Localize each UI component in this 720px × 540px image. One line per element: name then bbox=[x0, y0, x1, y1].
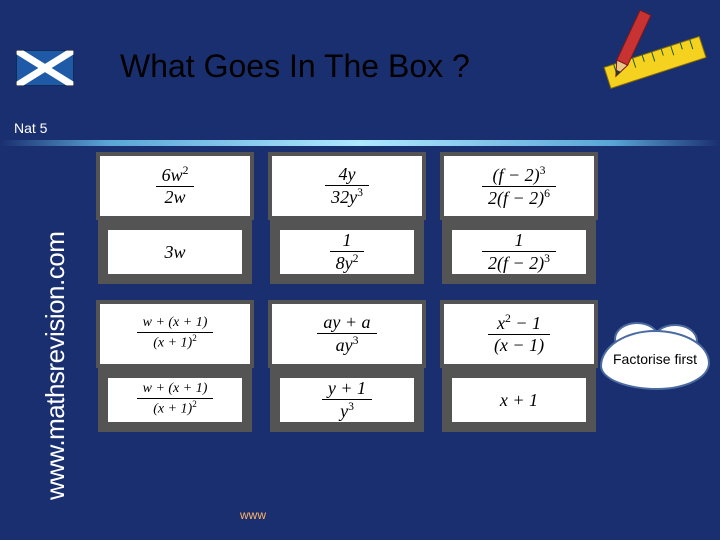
question-cell: x2 − 1(x − 1) bbox=[444, 304, 594, 364]
answer-cell: 3w bbox=[100, 222, 250, 282]
question-cell: 6w22w bbox=[100, 156, 250, 216]
answer-cell: 12(f − 2)3 bbox=[444, 222, 594, 282]
watermark-text: www bbox=[240, 508, 266, 522]
pencil-ruler-icon bbox=[590, 8, 710, 118]
hint-cloud: Factorise first bbox=[600, 330, 710, 390]
answer-cell: y + 1y3 bbox=[272, 370, 422, 430]
answer-cell: w + (x + 1)(x + 1)2 bbox=[100, 370, 250, 430]
question-cell: (f − 2)32(f − 2)6 bbox=[444, 156, 594, 216]
answer-cell: 18y2 bbox=[272, 222, 422, 282]
answer-cell: x + 1 bbox=[444, 370, 594, 430]
divider bbox=[0, 140, 720, 146]
scotland-flag-icon bbox=[16, 50, 74, 86]
level-label: Nat 5 bbox=[14, 120, 47, 136]
website-url: www.mathsrevision.com bbox=[40, 232, 71, 500]
problem-grid: 6w22w 4y32y3 (f − 2)32(f − 2)6 3w 18y2 12(f −… bbox=[100, 156, 600, 430]
page-title: What Goes In The Box ? bbox=[120, 48, 470, 85]
question-cell: 4y32y3 bbox=[272, 156, 422, 216]
question-cell: ay + aay3 bbox=[272, 304, 422, 364]
question-cell: w + (x + 1)(x + 1)2 bbox=[100, 304, 250, 364]
